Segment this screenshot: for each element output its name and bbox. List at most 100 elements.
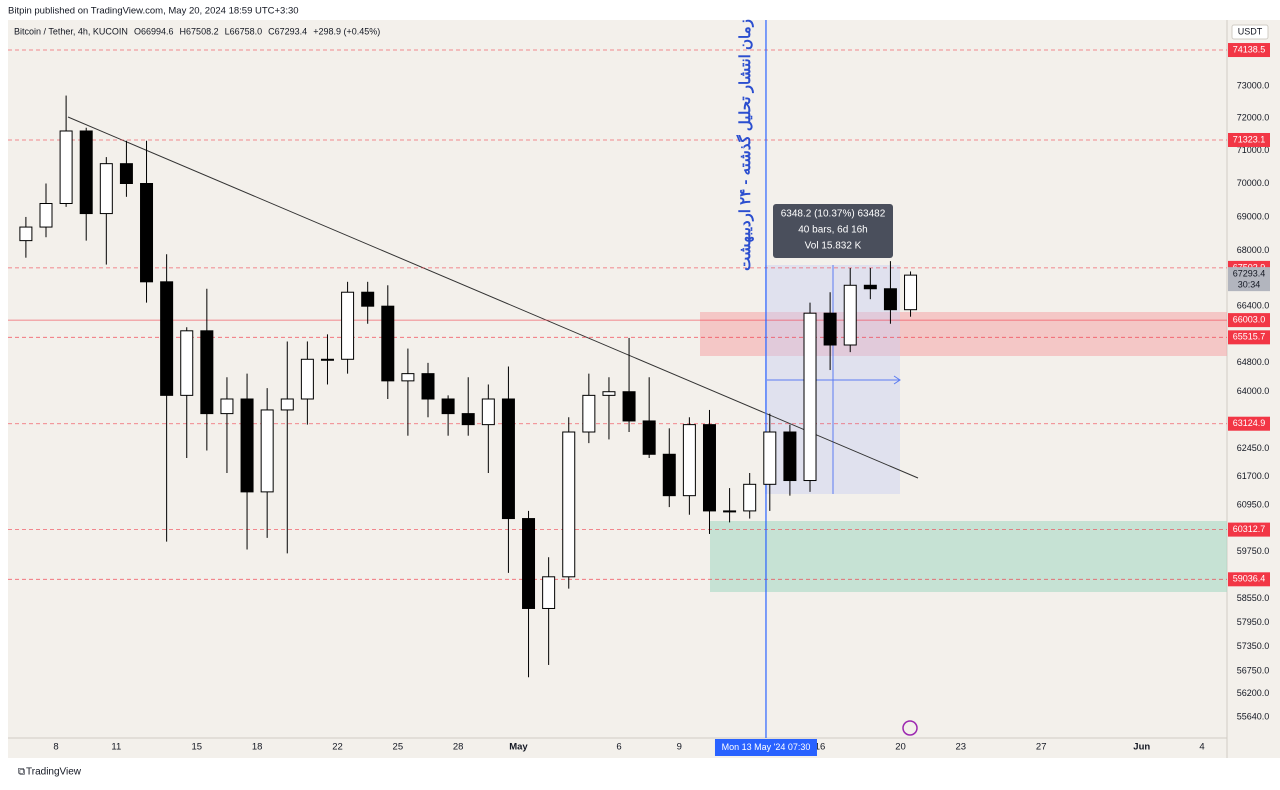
measure-text: 40 bars, 6d 16h: [798, 225, 868, 236]
candle-body: [300, 358, 314, 400]
candle-body: [381, 305, 395, 382]
x-tick-label: 16: [815, 742, 826, 753]
y-tick-label: 72000.0: [1237, 112, 1270, 122]
x-tick-label: 9: [677, 742, 682, 753]
price-line-tag: [1228, 132, 1270, 147]
candle-body: [79, 130, 93, 215]
candle-body: [642, 420, 656, 455]
x-tick-label: 22: [332, 742, 343, 753]
candle-body: [401, 373, 415, 382]
candle-body: [542, 576, 556, 609]
x-tick-label: Jun: [1133, 742, 1150, 753]
y-tick-label: 64800.0: [1237, 357, 1270, 367]
price-line-label: 66003.0: [1233, 314, 1266, 324]
y-tick-label: 64000.0: [1237, 386, 1270, 396]
crosshair-tag: [714, 739, 817, 756]
y-tick-label: 57350.0: [1237, 641, 1270, 651]
candle-body: [662, 453, 676, 497]
y-tick-label: 61700.0: [1237, 471, 1270, 481]
legend: Bitcoin / Tether, 4h, KUCOIN O66994.6 H675…: [14, 26, 380, 36]
price-line-label: 71323.1: [1233, 134, 1266, 144]
candle-body: [843, 284, 857, 346]
candle-body: [99, 163, 113, 215]
candle-body: [220, 398, 234, 415]
price-line-label: 59036.4: [1233, 574, 1266, 584]
countdown: 30:34: [1238, 280, 1261, 290]
candle-body: [682, 424, 696, 497]
candle-body: [823, 312, 837, 346]
x-tick-label: 20: [895, 742, 906, 753]
candle-body: [421, 373, 435, 400]
y-tick-label: 56200.0: [1237, 688, 1270, 698]
publisher: Bitpin published on TradingView.com, May…: [8, 6, 299, 17]
price-line-tag: [1228, 313, 1270, 328]
y-tick-label: 56750.0: [1237, 665, 1270, 675]
last-price-tag: [1228, 267, 1270, 292]
marks: [8, 20, 1227, 738]
measure-tooltip: [773, 204, 893, 258]
x-tick-label: 18: [252, 742, 263, 753]
x-tick-label: 15: [192, 742, 203, 753]
legend-value: L66758.0: [225, 26, 263, 36]
candle-body: [140, 183, 154, 283]
x-tick-label: May: [509, 742, 528, 753]
y-tick-label: 55640.0: [1237, 711, 1270, 721]
candle-body: [522, 518, 536, 609]
candle-body: [763, 431, 777, 485]
y-tick-label: 68000.0: [1237, 245, 1270, 255]
x-tick-label: 23: [956, 742, 967, 753]
candle-body: [863, 284, 877, 290]
support-zone: [710, 521, 1227, 592]
price-line-tag: [1228, 43, 1270, 58]
price-line-tag: [1228, 572, 1270, 587]
candle-body: [180, 330, 194, 396]
x-tick-label: 4: [1199, 742, 1204, 753]
x-tick-label: 28: [453, 742, 464, 753]
candle-body: [702, 424, 716, 512]
candle-body: [320, 358, 334, 361]
price-line-label: 60312.7: [1233, 524, 1266, 534]
y-tick-label: 59750.0: [1237, 546, 1270, 556]
y-tick-label: 70000.0: [1237, 178, 1270, 188]
candle-body: [803, 312, 817, 482]
price-line-tag: [1228, 330, 1270, 345]
candle-body: [562, 431, 576, 578]
event-icon[interactable]: [902, 720, 918, 736]
candle-body: [361, 291, 375, 307]
candle-body: [582, 394, 596, 433]
candle-body: [883, 288, 897, 311]
y-tick-label: 66400.0: [1237, 301, 1270, 311]
candle-body: [39, 203, 53, 228]
candle-body: [441, 398, 455, 415]
price-line-label: 63124.9: [1233, 418, 1266, 428]
candle-body: [723, 510, 737, 513]
candle-body: [904, 274, 918, 311]
candle-body: [260, 409, 274, 493]
y-tick-label: 58550.0: [1237, 593, 1270, 603]
measure-arrow: [893, 375, 901, 385]
price-line-label: 74138.5: [1233, 44, 1266, 54]
candle-body: [622, 391, 636, 422]
candle-body: [461, 413, 475, 426]
candle-body: [280, 398, 294, 411]
candle-body: [743, 483, 757, 512]
legend-value: +298.9 (+0.45%): [313, 26, 380, 36]
annotation: زمان انتشار تحلیل گذشته - ۲۴ اردیبهشت: [736, 19, 754, 271]
measure-text: 6348.2 (10.37%) 63482: [781, 209, 886, 220]
last-price: 67293.4: [1233, 269, 1266, 279]
y-tick-label: 69000.0: [1237, 211, 1270, 221]
time-axis: [8, 738, 1227, 758]
price-line-tag: [1228, 416, 1270, 431]
y-tick-label: 57950.0: [1237, 617, 1270, 627]
candle-body: [341, 291, 355, 360]
price-line-label: 65515.7: [1233, 332, 1266, 342]
resistance-zone: [700, 312, 1227, 356]
candle-body: [481, 398, 495, 426]
y-tick-label: 71000.0: [1237, 145, 1270, 155]
trendline: [67, 116, 919, 479]
x-tick-label: 27: [1036, 742, 1047, 753]
crosshair-label: Mon 13 May '24 07:30: [722, 742, 811, 752]
candle-body: [501, 398, 515, 520]
y-tick-label: 73000.0: [1237, 80, 1270, 90]
